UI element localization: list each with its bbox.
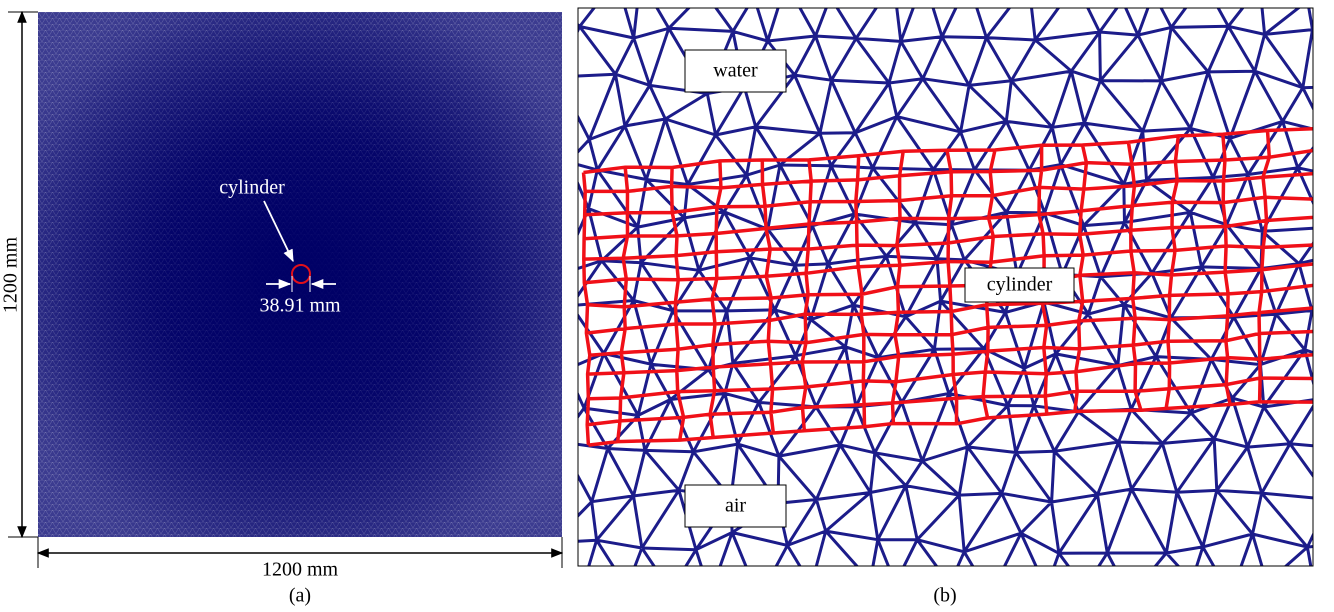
cylinder-arrow: [263, 200, 294, 263]
air-label: air: [725, 495, 746, 517]
cylinder: [291, 264, 311, 284]
label-box: [684, 49, 787, 93]
frame: [577, 7, 1314, 567]
caption: (b): [933, 585, 956, 607]
panel-b: water cylinder air (b): [577, 7, 1314, 607]
height-label: 1200 mm: [0, 237, 22, 314]
mesh-refinement: [38, 12, 562, 537]
caption: (a): [289, 585, 311, 607]
label-box: [684, 484, 787, 528]
cylinder-label: cylinder: [987, 274, 1053, 296]
diameter-label: 38.91 mm: [259, 295, 341, 317]
cylinder-label: cylinder: [219, 177, 285, 199]
water-label: water: [713, 60, 758, 82]
width-label: 1200 mm: [262, 559, 339, 581]
label-box: [964, 267, 1075, 303]
panel-a: 1200 mm 1200 mm cylinder 38.91 mm (a): [0, 10, 564, 607]
